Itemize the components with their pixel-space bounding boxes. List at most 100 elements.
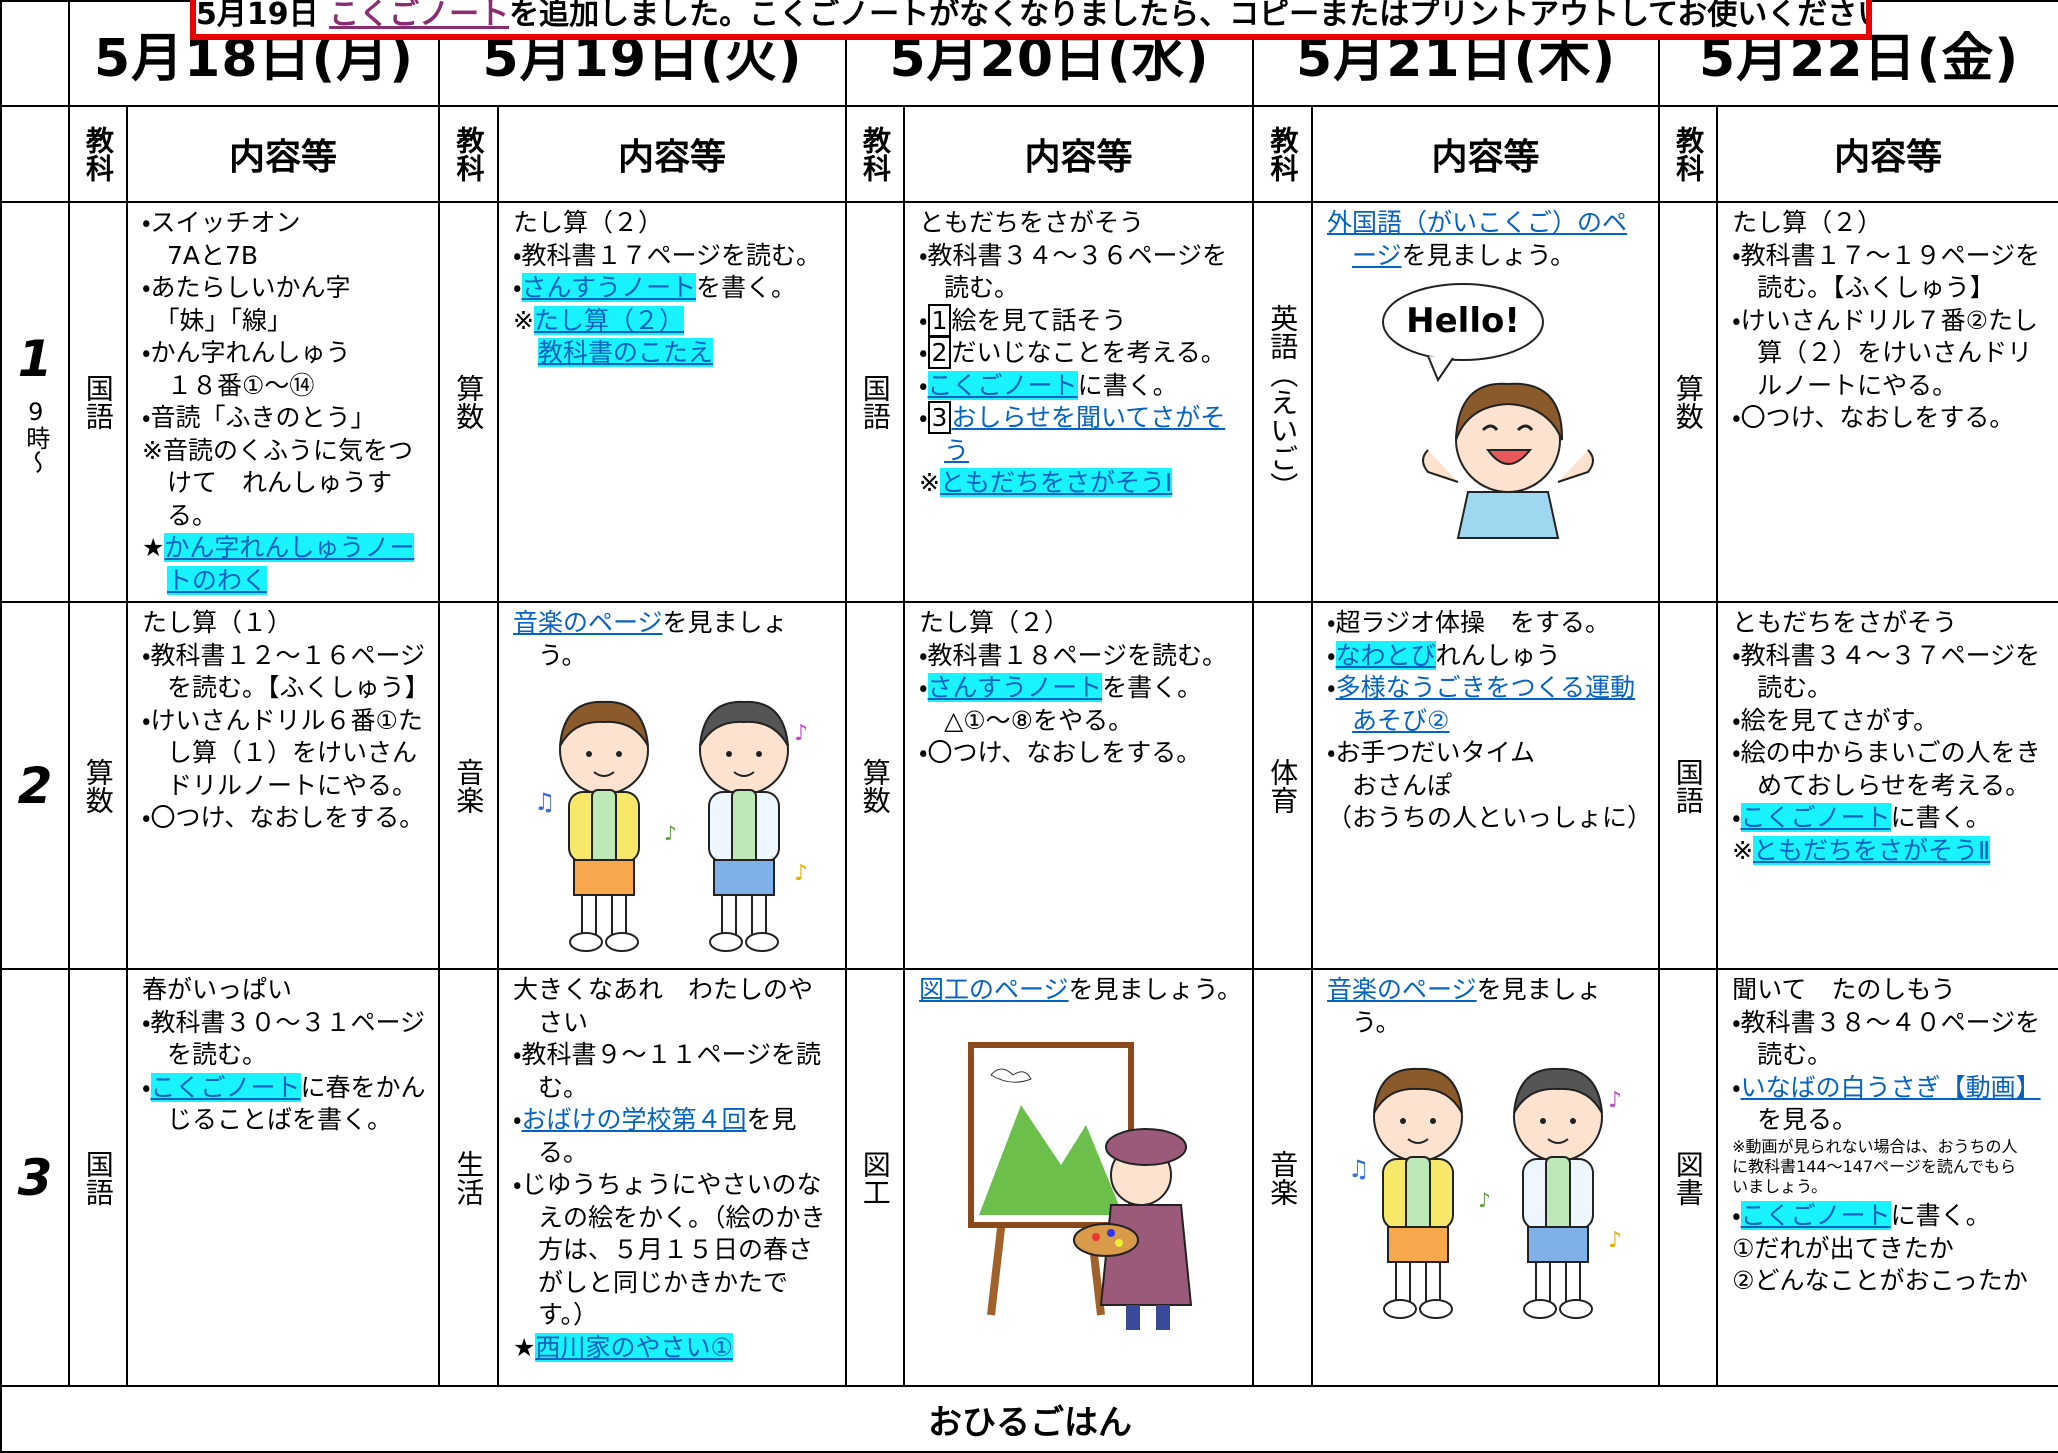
subject-cell: 音楽: [1252, 968, 1314, 1387]
period-cell: 1 9時～: [0, 201, 70, 603]
illustration-part: [1125, 1304, 1140, 1330]
highlighted-link[interactable]: さんすうノート: [927, 673, 1103, 702]
illustration-part: [733, 771, 755, 777]
content-line: 音楽のページを見ましょう。: [513, 607, 835, 672]
period-row: 3 国語 春がいっぱい ・教科書３０～３１ページを読む。 ・こくごノートに春をかんじるこ…: [0, 968, 2058, 1387]
highlighted-link[interactable]: 西川家のやさい①: [535, 1332, 733, 1362]
content-line: おさんぽ: [1327, 770, 1453, 800]
numbered-box: 1: [927, 303, 952, 337]
text-segment: だいじなことを考える。: [951, 338, 1226, 367]
subject-cell: 算数: [845, 601, 906, 970]
content-line: ・〇つけ、なおしをする。: [919, 738, 1202, 767]
highlighted-link[interactable]: ともだちをさがそうⅠ: [939, 468, 1173, 497]
link[interactable]: 音楽のページ: [1327, 975, 1477, 1004]
content-line: １８番①～⑭: [142, 370, 315, 400]
content-cell: 外国語（がいこくご）のページを見ましょう。 Hello!: [1311, 201, 1661, 603]
highlighted-link[interactable]: こくごノート: [1740, 803, 1891, 832]
illustration-part: [713, 859, 776, 896]
subject: 国語: [81, 374, 115, 430]
subject: 音楽: [1266, 1149, 1300, 1206]
text-segment: に春をかんじることばを書く。: [167, 1072, 426, 1135]
text-segment: を見ましょう。: [1068, 975, 1243, 1004]
highlighted-link[interactable]: こくごノート: [1740, 1201, 1891, 1230]
highlighted-link[interactable]: 教科書のこたえ: [538, 338, 714, 367]
text-segment: ・: [513, 1105, 522, 1134]
subject-cell: 英語（えいご）: [1252, 201, 1314, 603]
content-line: ・教科書１７～１９ページを読む。【ふくしゅう】: [1732, 240, 2041, 303]
link[interactable]: 音楽のページ: [513, 608, 663, 637]
text-segment: に書く。: [1077, 370, 1178, 400]
link[interactable]: おしらせを聞いてさがそう: [944, 403, 1226, 465]
content-line: 7Aと7B: [142, 240, 259, 270]
small-note: ※動画が見られない場合は、おうちの人に教科書144～147ページを読んでもらいま…: [1732, 1136, 2018, 1196]
highlighted-link[interactable]: なわとび: [1335, 640, 1436, 670]
subject-cell: 体育: [1252, 601, 1314, 970]
illustration-part: [756, 751, 763, 757]
illustration-part: [726, 751, 733, 757]
content-cell: たし算（２） ・教科書１７～１９ページを読む。【ふくしゅう】 ・けいさんドリル７番②…: [1716, 201, 2058, 603]
content-cell: ともだちをさがそう ・教科書３４～３７ページを読む。 ・絵を見てさがす。 ・絵の中から…: [1716, 601, 2058, 970]
content-line: ・こくごノートに春をかんじることばを書く。: [142, 1072, 428, 1137]
text-segment: ・: [919, 370, 928, 400]
notice-date: 5月19日: [196, 0, 319, 32]
subject: 英語（えいご）: [1266, 304, 1300, 500]
link[interactable]: おばけの学校第４回: [521, 1105, 747, 1134]
highlighted-link[interactable]: かん字れんしゅうノートのわく: [164, 533, 415, 595]
content-cell: たし算（１） ・教科書１２～１６ページを読む。【ふくしゅう】 ・けいさんドリル６番①…: [125, 601, 441, 970]
lunch-row: おひるごはん: [0, 1385, 2058, 1453]
illustration-part: [1564, 1261, 1581, 1303]
notice-link[interactable]: こくごノート: [329, 0, 510, 32]
illustration-part: [1394, 1261, 1411, 1303]
subject-header-cell: 教科: [1658, 105, 1719, 203]
subject-cell: 音楽: [438, 601, 500, 970]
illustration-part: [1546, 1138, 1569, 1144]
subject-header-cell: 教科: [1252, 105, 1314, 203]
content-line: ・教科書１８ページを読む。: [919, 640, 1228, 670]
content-line: 教科書のこたえ: [513, 337, 835, 370]
illustration-part: [989, 1068, 1032, 1083]
illustration-part: [591, 789, 618, 871]
content-line: ★かん字れんしゅうノートのわく: [142, 532, 428, 597]
subject: 音楽: [452, 757, 486, 814]
content-header-cell: 内容等: [1311, 105, 1661, 203]
illustration-part: [1372, 1067, 1463, 1319]
content-line: ・教科書３８～４０ページを読む。: [1732, 1007, 2041, 1070]
content-cell: 図工のページを見ましょう。: [903, 968, 1255, 1387]
highlighted-link[interactable]: たし算（２）: [533, 305, 684, 335]
illustration-part: [1569, 1118, 1576, 1124]
text-segment: ★: [142, 533, 165, 562]
content-line: ともだちをさがそう: [919, 208, 1145, 237]
text-segment: ※: [1732, 835, 1754, 865]
content-line: ・けいさんドリル６番①たし算（１）をけいさんドリルノートにやる。: [142, 705, 423, 800]
highlighted-link[interactable]: ともだちをさがそうⅡ: [1753, 835, 1991, 865]
subject-cell: 国語: [68, 968, 128, 1387]
link[interactable]: 図工のページ: [919, 975, 1069, 1004]
speech-bubble-text: Hello!: [1406, 301, 1520, 341]
illustration-part: [1381, 283, 1544, 361]
content-line: ・多様なうごきをつくる運動あそび②: [1327, 672, 1648, 737]
subject-header: 教科: [452, 126, 486, 182]
link[interactable]: いなばの白うさぎ【動画】: [1740, 1072, 2041, 1102]
link[interactable]: 外国語（がいこくご）のページ: [1327, 208, 1628, 270]
content-line: ・じゆうちょうにやさいのなえの絵をかく。（絵のかき方は、５月１５日の春さがしと同…: [513, 1170, 826, 1329]
subject: 図工: [858, 1149, 892, 1206]
lunch-label: おひるごはん: [928, 1402, 1133, 1443]
content-line: 図工のページを見ましょう。: [919, 974, 1242, 1007]
text-segment: ・: [142, 1072, 151, 1102]
link[interactable]: 多様なうごきをつくる運動あそび②: [1335, 673, 1636, 735]
highlighted-link[interactable]: さんすうノート: [521, 273, 697, 302]
text-segment: を見ましょう。: [1401, 240, 1576, 270]
content-line: ・こくごノートに書く。: [919, 370, 1242, 403]
illustration: ♫ ♪ ♪ ♪: [1327, 1047, 1648, 1327]
subject-header-cell: 教科: [68, 105, 128, 203]
highlighted-link[interactable]: こくごノート: [927, 370, 1078, 400]
content-line: ・けいさんドリル７番②たし算（２）をけいさんドリルノートにやる。: [1732, 305, 2038, 400]
highlighted-link[interactable]: こくごノート: [150, 1072, 301, 1102]
content-line: たし算（２）: [919, 608, 1070, 637]
content-line: ・教科書１２～１６ページを読む。【ふくしゅう】: [142, 640, 430, 703]
content-header: 内容等: [618, 137, 727, 178]
text-segment: を書く。: [1102, 673, 1203, 702]
illustration-part: [1534, 1261, 1551, 1303]
content-line: ・こくごノートに書く。: [1732, 802, 2048, 835]
